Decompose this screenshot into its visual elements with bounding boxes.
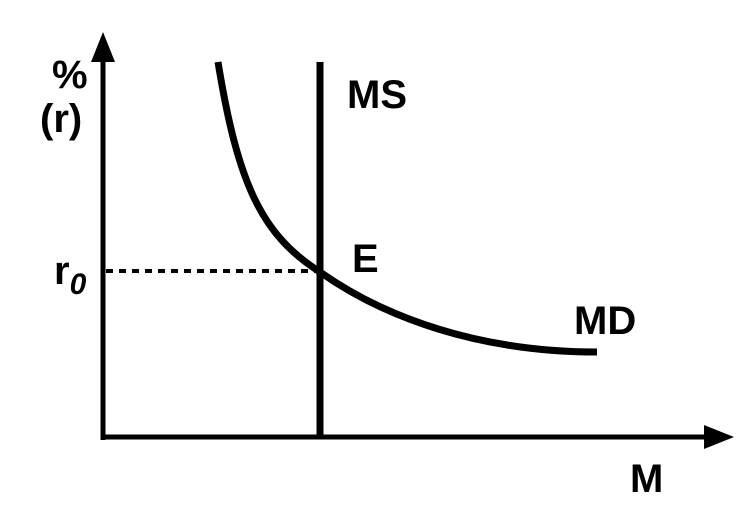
y-label-top: % <box>52 53 88 97</box>
x-axis-arrow <box>704 425 734 449</box>
money-demand-curve <box>214 61 598 356</box>
y-axis-arrow <box>91 32 115 62</box>
demand-label: MD <box>574 299 636 343</box>
x-label: M <box>630 457 663 501</box>
equilibrium-label: E <box>352 237 379 281</box>
supply-label: MS <box>347 73 407 117</box>
rate-base: r <box>54 249 70 293</box>
rate-label: r0 <box>54 249 87 301</box>
rate-subscript: 0 <box>70 268 87 301</box>
y-label-bottom: (r) <box>40 97 82 141</box>
